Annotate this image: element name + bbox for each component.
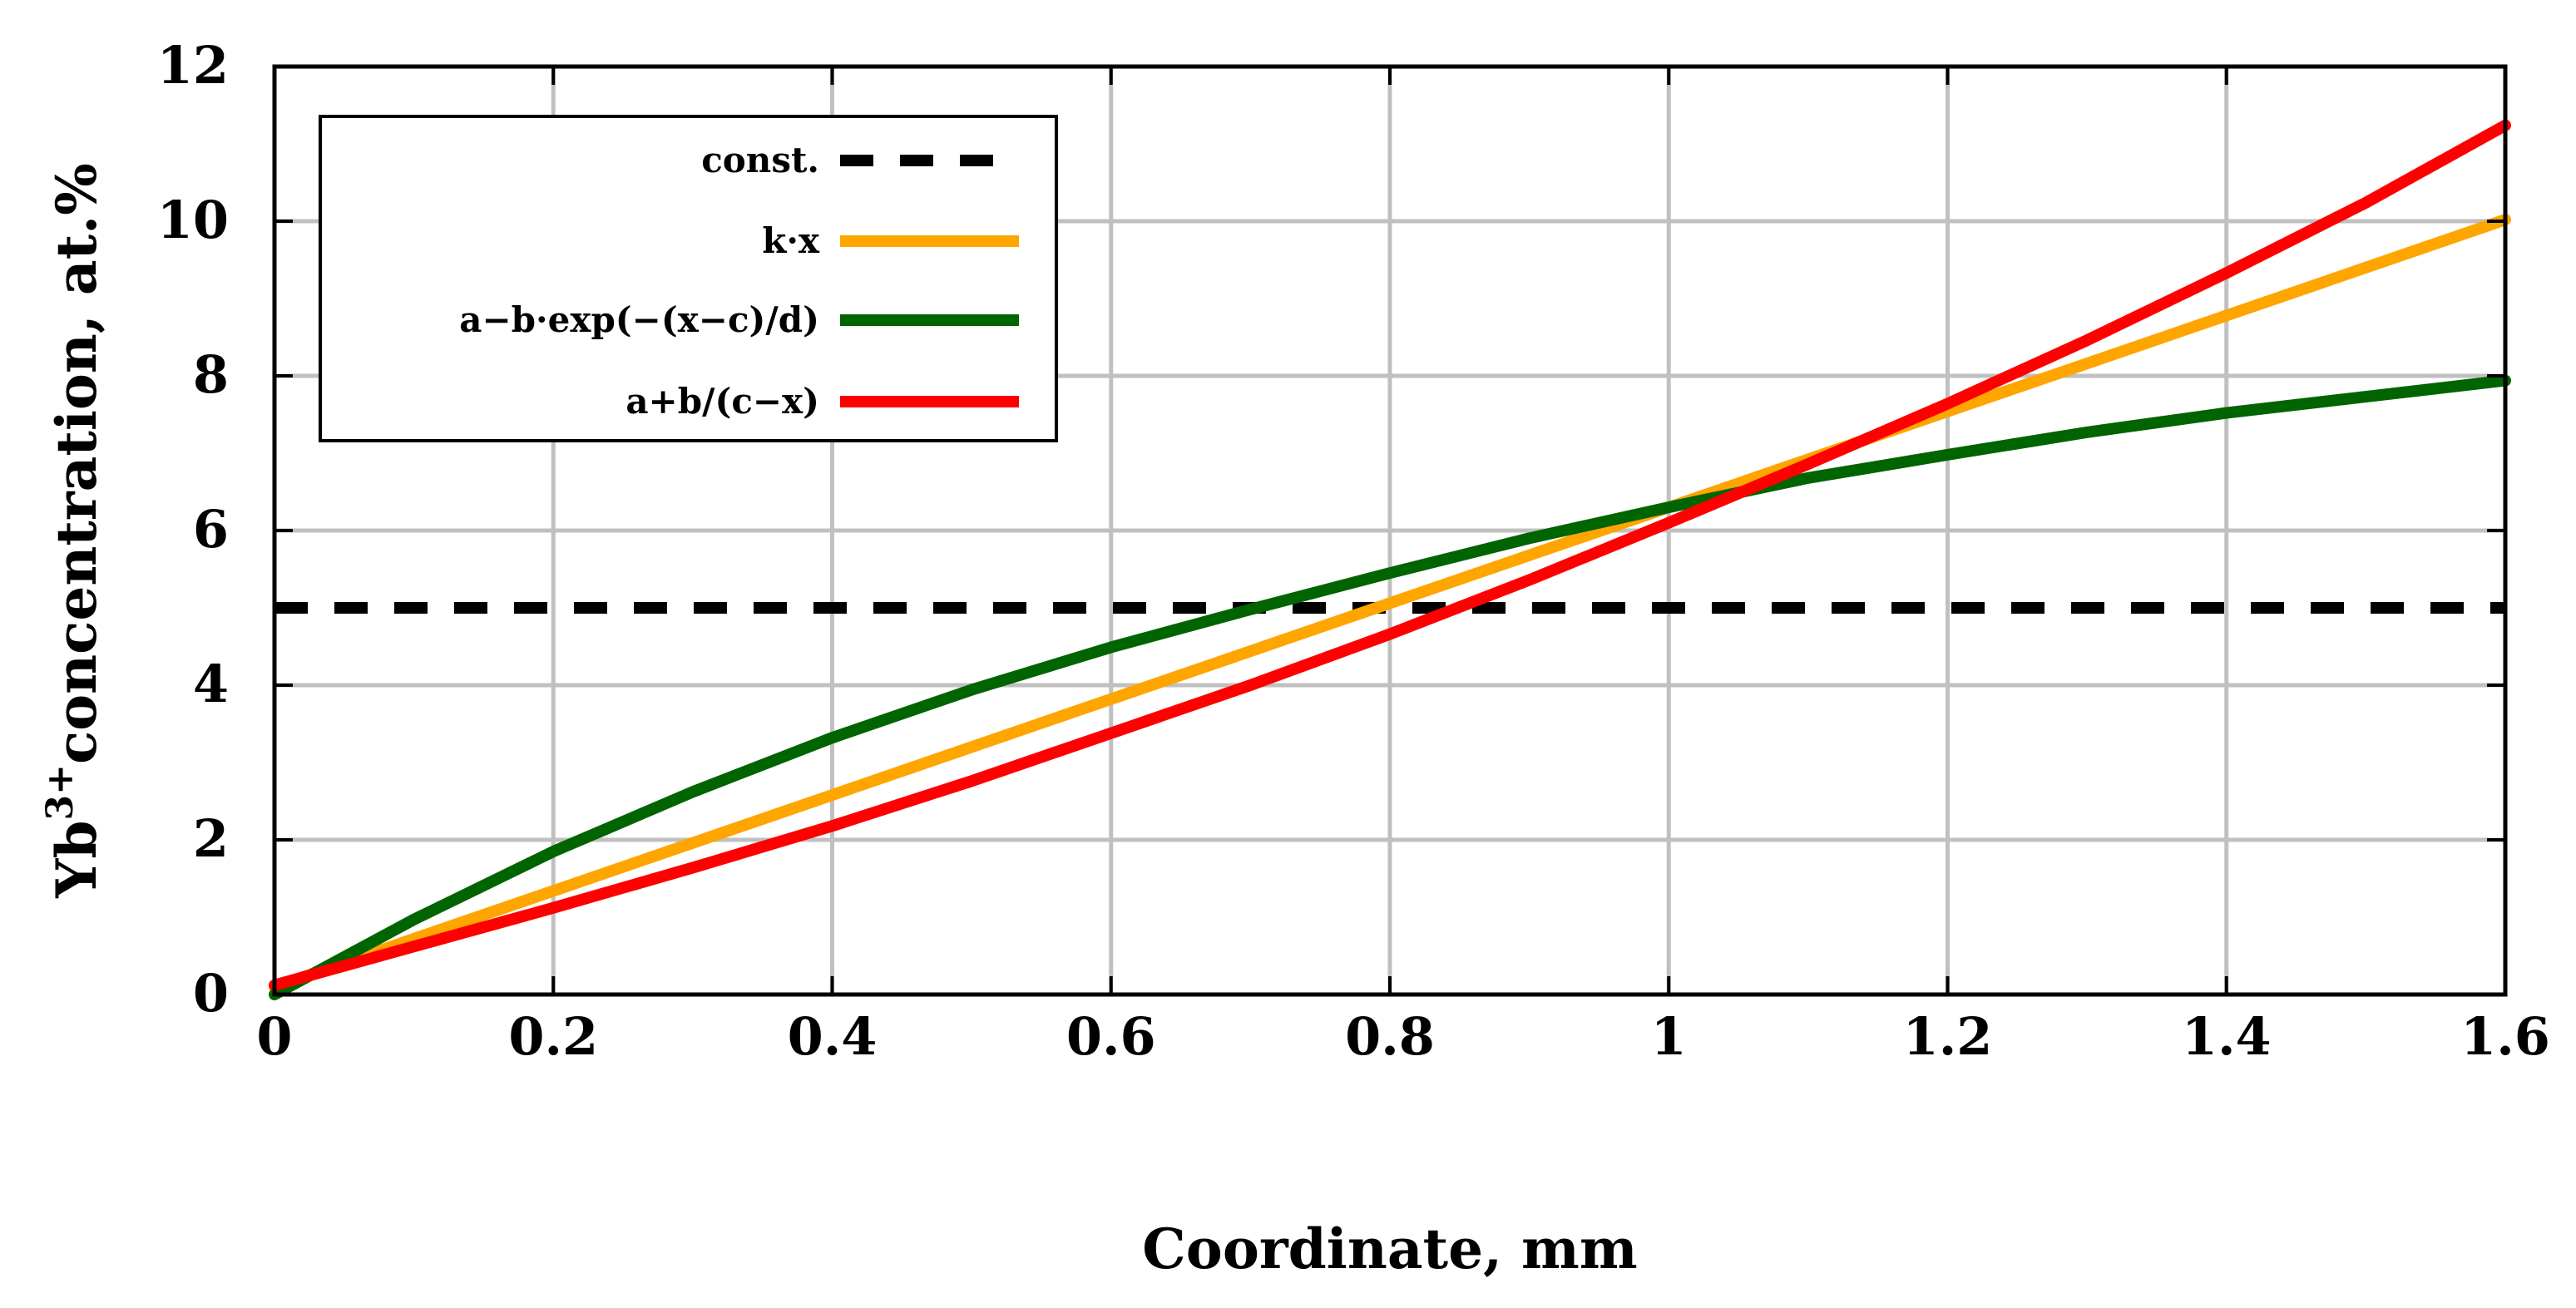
y-axis-label: Yb3+concentration, at.% xyxy=(39,163,109,899)
y-tick-label: 2 xyxy=(193,808,229,869)
legend-box xyxy=(319,115,1058,442)
y-tick-label: 10 xyxy=(157,190,229,250)
y-tick-label: 12 xyxy=(157,35,229,96)
y-tick-label: 0 xyxy=(193,963,229,1024)
x-tick-label: 1.2 xyxy=(1903,1006,1993,1067)
x-tick-labels: 0 0.2 0.4 0.6 0.8 1 1.2 1.4 1.6 xyxy=(256,1006,2550,1067)
x-axis-label: Coordinate, mm xyxy=(1142,1217,1637,1281)
y-tick-label: 4 xyxy=(193,654,229,714)
series-line-k-x xyxy=(269,214,2511,993)
legend-label: a+b/(c−x) xyxy=(625,381,819,422)
x-tick-label: 0.6 xyxy=(1066,1006,1156,1067)
x-tick-label: 1 xyxy=(1651,1006,1687,1067)
series-line-a-b-exp-x-c-d xyxy=(269,374,2511,1000)
x-tick-label: 0 xyxy=(256,1006,292,1067)
series-layer xyxy=(269,119,2511,1000)
x-tick-label: 0.4 xyxy=(788,1006,878,1067)
y-tick-label: 8 xyxy=(193,344,229,405)
legend: const. k·x a−b·exp(−(x−c)/d) a+b/(c−x) xyxy=(319,115,1058,442)
y-tick-label: 6 xyxy=(193,499,229,560)
y-axis-label-superscript: 3+ xyxy=(39,764,82,820)
legend-label: const. xyxy=(701,140,819,180)
y-axis-label-prefix: Yb xyxy=(44,821,109,899)
axis-ticks xyxy=(273,65,2507,996)
y-axis-label-suffix: concentration, at.% xyxy=(44,163,109,764)
x-tick-label: 0.2 xyxy=(508,1006,598,1067)
legend-label: a−b·exp(−(x−c)/d) xyxy=(459,299,819,340)
y-tick-labels: 0 2 4 6 8 10 12 xyxy=(157,35,229,1024)
legend-label: k·x xyxy=(762,220,820,261)
x-tick-label: 0.8 xyxy=(1345,1006,1435,1067)
series-line-a-b-c-x xyxy=(269,119,2511,991)
x-tick-label: 1.4 xyxy=(2182,1006,2272,1067)
x-tick-label: 1.6 xyxy=(2460,1006,2550,1067)
